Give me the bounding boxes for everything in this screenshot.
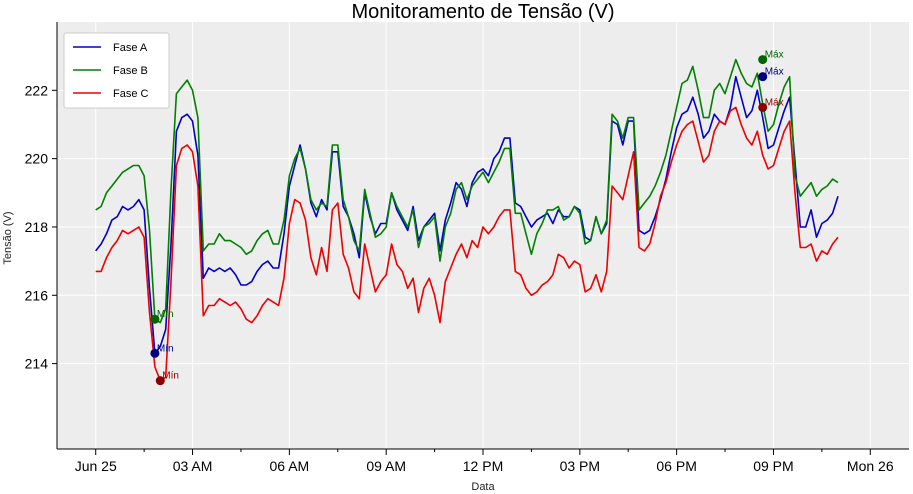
y-tick-label: 218 — [25, 219, 49, 235]
annotation-marker — [150, 314, 160, 324]
y-tick-label: 220 — [25, 151, 49, 167]
x-tick-label: 03 AM — [173, 458, 213, 474]
x-tick-label: 06 PM — [656, 458, 696, 474]
x-tick-label: 09 AM — [366, 458, 406, 474]
annotations: Mín Mín Mín Máx Máx Máx — [150, 50, 784, 386]
series-lines — [95, 58, 839, 382]
axes: 214 216 218 220 222 Jun 25 03 AM 06 AM 09 AM 12 P… — [25, 22, 909, 474]
x-tick-label: 06 AM — [270, 458, 310, 474]
series-line-fase-b — [95, 58, 839, 324]
annotation-marker — [758, 72, 768, 82]
annotation-label: Mín — [162, 371, 179, 382]
annotation-marker — [150, 348, 160, 358]
legend: Fase A Fase B Fase C — [63, 32, 170, 109]
legend-label: Fase A — [113, 42, 148, 54]
y-tick-label: 216 — [25, 287, 49, 303]
series-line-fase-a — [95, 75, 839, 355]
annotation-label: Máx — [765, 67, 784, 78]
chart-title: Monitoramento de Tensão (V) — [351, 1, 614, 23]
x-tick-label: Mon 26 — [847, 458, 894, 474]
annotation-label: Máx — [765, 97, 784, 108]
annotation-label: Mín — [157, 309, 174, 320]
legend-label: Fase B — [113, 65, 148, 77]
y-axis-label: Tensão (V) — [2, 211, 14, 264]
annotation-label: Máx — [765, 50, 784, 61]
y-tick-label: 222 — [25, 82, 49, 98]
legend-label: Fase C — [113, 88, 149, 100]
x-axis-label: Data — [471, 481, 495, 493]
y-tick-label: 214 — [25, 356, 49, 372]
legend-box — [63, 32, 170, 109]
annotation-label: Mín — [157, 343, 174, 354]
annotation-marker — [758, 102, 768, 112]
x-tick-label: 12 PM — [463, 458, 503, 474]
series-line-fase-c — [95, 106, 839, 382]
x-tick-label: 03 PM — [560, 458, 600, 474]
x-tick-label: Jun 25 — [75, 458, 117, 474]
x-tick-label: 09 PM — [753, 458, 793, 474]
annotation-marker — [758, 55, 768, 65]
annotation-marker — [155, 376, 165, 386]
